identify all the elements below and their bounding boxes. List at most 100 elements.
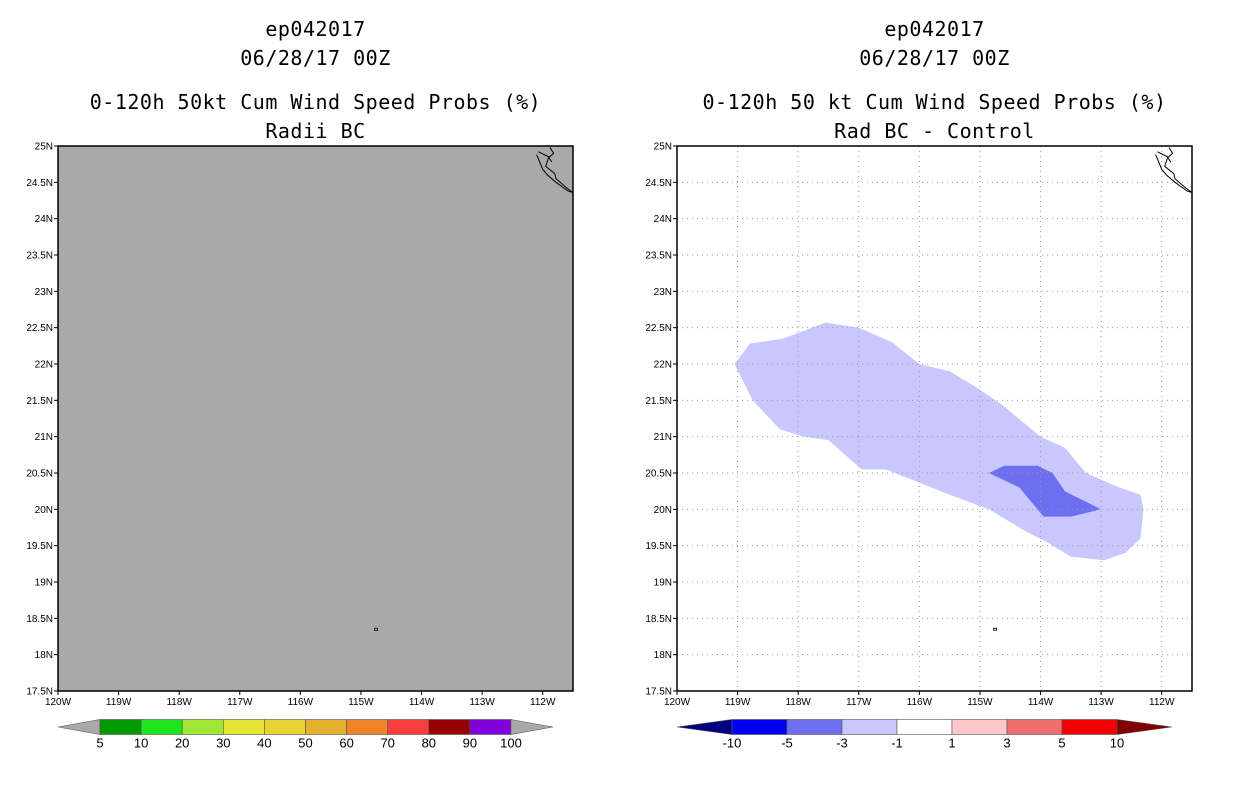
left-colorbar-label-8: 80 (422, 736, 436, 751)
left-colorbar-box-6 (346, 719, 389, 735)
right-y-tick-label-14: 24.5N (645, 178, 672, 189)
right-x-tick-label-5: 115W (967, 697, 993, 708)
right-y-tick-label-0: 17.5N (645, 687, 672, 698)
left-colorbar-label-5: 50 (298, 736, 312, 751)
left-colorbar-label-1: 10 (134, 736, 148, 751)
left-colorbar-label-9: 90 (463, 736, 477, 751)
left-x-tick-label-8: 112W (530, 697, 556, 708)
right-colorbar-label-3: -1 (891, 736, 903, 751)
right-y-tick-label-1: 18N (654, 650, 672, 661)
left-map-panel: 17.5N 18N 18.5N 19N 19.5N 20N 20.5N 21N 21.5N 22N… (26, 142, 574, 751)
right-x-tick-label-7: 113W (1088, 697, 1114, 708)
right-colorbar-label-5: 3 (1003, 736, 1010, 751)
left-y-tick-label-10: 22.5N (26, 323, 53, 334)
left-y-tick-label-1: 18N (35, 650, 53, 661)
left-colorbar-box-2 (181, 719, 224, 735)
left-colorbar-box-5 (305, 719, 347, 735)
left-y-tick-label-2: 18.5N (26, 614, 53, 625)
left-colorbar-label-10: 100 (500, 736, 522, 751)
right-colorbar-under-arrow (676, 719, 733, 735)
left-x-tick-label-7: 113W (469, 697, 495, 708)
left-colorbar-box-1 (140, 719, 183, 735)
right-y-tick-label-7: 21N (654, 432, 672, 443)
right-title-run: Rad BC - Control (834, 119, 1035, 143)
right-colorbar: -10 -5 -3 -1 1 3 5 10 (676, 719, 1173, 751)
left-island (374, 627, 378, 631)
left-y-tick-label-8: 21.5N (26, 396, 53, 407)
left-y-tick-label-6: 20.5N (26, 469, 53, 480)
left-y-tick-label-9: 22N (35, 360, 53, 371)
left-x-tick-label-6: 114W (409, 697, 435, 708)
right-x-tick-label-4: 116W (907, 697, 933, 708)
left-x-tick-label-5: 115W (348, 697, 374, 708)
left-colorbar-label-4: 40 (257, 736, 271, 751)
left-x-tick-label-2: 118W (166, 697, 192, 708)
right-y-tick-label-15: 25N (654, 142, 672, 153)
left-colorbar-box-4 (264, 719, 306, 735)
left-x-tick-label-0: 120W (45, 697, 72, 708)
left-y-tick-label-3: 19N (35, 578, 53, 589)
right-colorbar-over-arrow (1116, 719, 1173, 735)
right-map-frame (676, 145, 1193, 692)
right-island (993, 627, 997, 631)
left-colorbar-label-2: 20 (175, 736, 189, 751)
right-y-tick-label-9: 22N (654, 360, 672, 371)
left-title-run: Radii BC (265, 119, 366, 143)
left-colorbar-over-arrow (510, 719, 554, 735)
left-title-product: 0-120h 50kt Cum Wind Speed Probs (%) (89, 90, 542, 114)
right-x-tick-label-8: 112W (1149, 697, 1175, 708)
right-x-tick-label-1: 119W (725, 697, 751, 708)
left-y-tick-label-0: 17.5N (26, 687, 53, 698)
right-colorbar-label-0: -10 (723, 736, 742, 751)
left-colorbar-box-3 (223, 719, 265, 735)
left-y-tick-label-14: 24.5N (26, 178, 53, 189)
left-y-tick-label-15: 25N (35, 142, 53, 153)
right-y-tick-label-10: 22.5N (645, 323, 672, 334)
left-colorbar-box-0 (99, 719, 142, 735)
left-colorbar-box-9 (469, 719, 512, 735)
right-y-tick-label-4: 19.5N (645, 541, 672, 552)
right-title-datetime: 06/28/17 00Z (859, 46, 1010, 70)
right-coastline-detail (1167, 147, 1174, 163)
left-colorbar: 5 10 20 30 40 50 60 70 80 90 100 (57, 719, 554, 751)
right-title-product: 0-120h 50 kt Cum Wind Speed Probs (%) (702, 90, 1167, 114)
left-y-tick-label-7: 21N (35, 432, 53, 443)
right-colorbar-label-6: 5 (1058, 736, 1065, 751)
right-map-panel: 17.5N 18N 18.5N 19N 19.5N 20N 20.5N 21N 21.5N 22N… (645, 142, 1193, 751)
right-colorbar-label-1: -5 (781, 736, 793, 751)
right-y-tick-label-2: 18.5N (645, 614, 672, 625)
right-y-tick-label-6: 20.5N (645, 469, 672, 480)
right-y-tick-label-12: 23.5N (645, 251, 672, 262)
left-y-tick-label-12: 23.5N (26, 251, 53, 262)
right-y-tick-label-5: 20N (654, 505, 672, 516)
right-colorbar-box-5 (1006, 719, 1063, 735)
left-map-frame (57, 145, 574, 692)
right-colorbar-box-1 (786, 719, 843, 735)
right-y-tick-label-13: 24N (654, 214, 672, 225)
left-y-tick-label-4: 19.5N (26, 541, 53, 552)
left-colorbar-label-6: 60 (339, 736, 353, 751)
left-colorbar-box-7 (387, 719, 430, 735)
left-colorbar-under-arrow (57, 719, 101, 735)
left-y-tick-label-5: 20N (35, 505, 53, 516)
right-x-tick-label-2: 118W (785, 697, 811, 708)
left-x-tick-label-4: 116W (288, 697, 314, 708)
left-x-tick-label-1: 119W (106, 697, 132, 708)
left-colorbar-box-8 (428, 719, 471, 735)
left-map-background (58, 146, 573, 691)
left-y-tick-label-13: 24N (35, 214, 53, 225)
right-y-tick-label-11: 23N (654, 287, 672, 298)
left-x-tick-label-3: 117W (227, 697, 253, 708)
right-colorbar-box-6 (1061, 719, 1118, 735)
right-y-tick-label-3: 19N (654, 578, 672, 589)
right-title-storm-id: ep042017 (884, 17, 985, 41)
left-colorbar-label-3: 30 (216, 736, 230, 751)
left-coastline-detail (548, 147, 555, 163)
right-x-tick-label-0: 120W (664, 697, 691, 708)
left-title-datetime: 06/28/17 00Z (240, 46, 391, 70)
right-y-tick-label-8: 21.5N (645, 396, 672, 407)
left-title-storm-id: ep042017 (265, 17, 366, 41)
right-x-tick-label-3: 117W (846, 697, 872, 708)
right-colorbar-box-3 (896, 719, 953, 735)
right-x-tick-label-6: 114W (1028, 697, 1054, 708)
